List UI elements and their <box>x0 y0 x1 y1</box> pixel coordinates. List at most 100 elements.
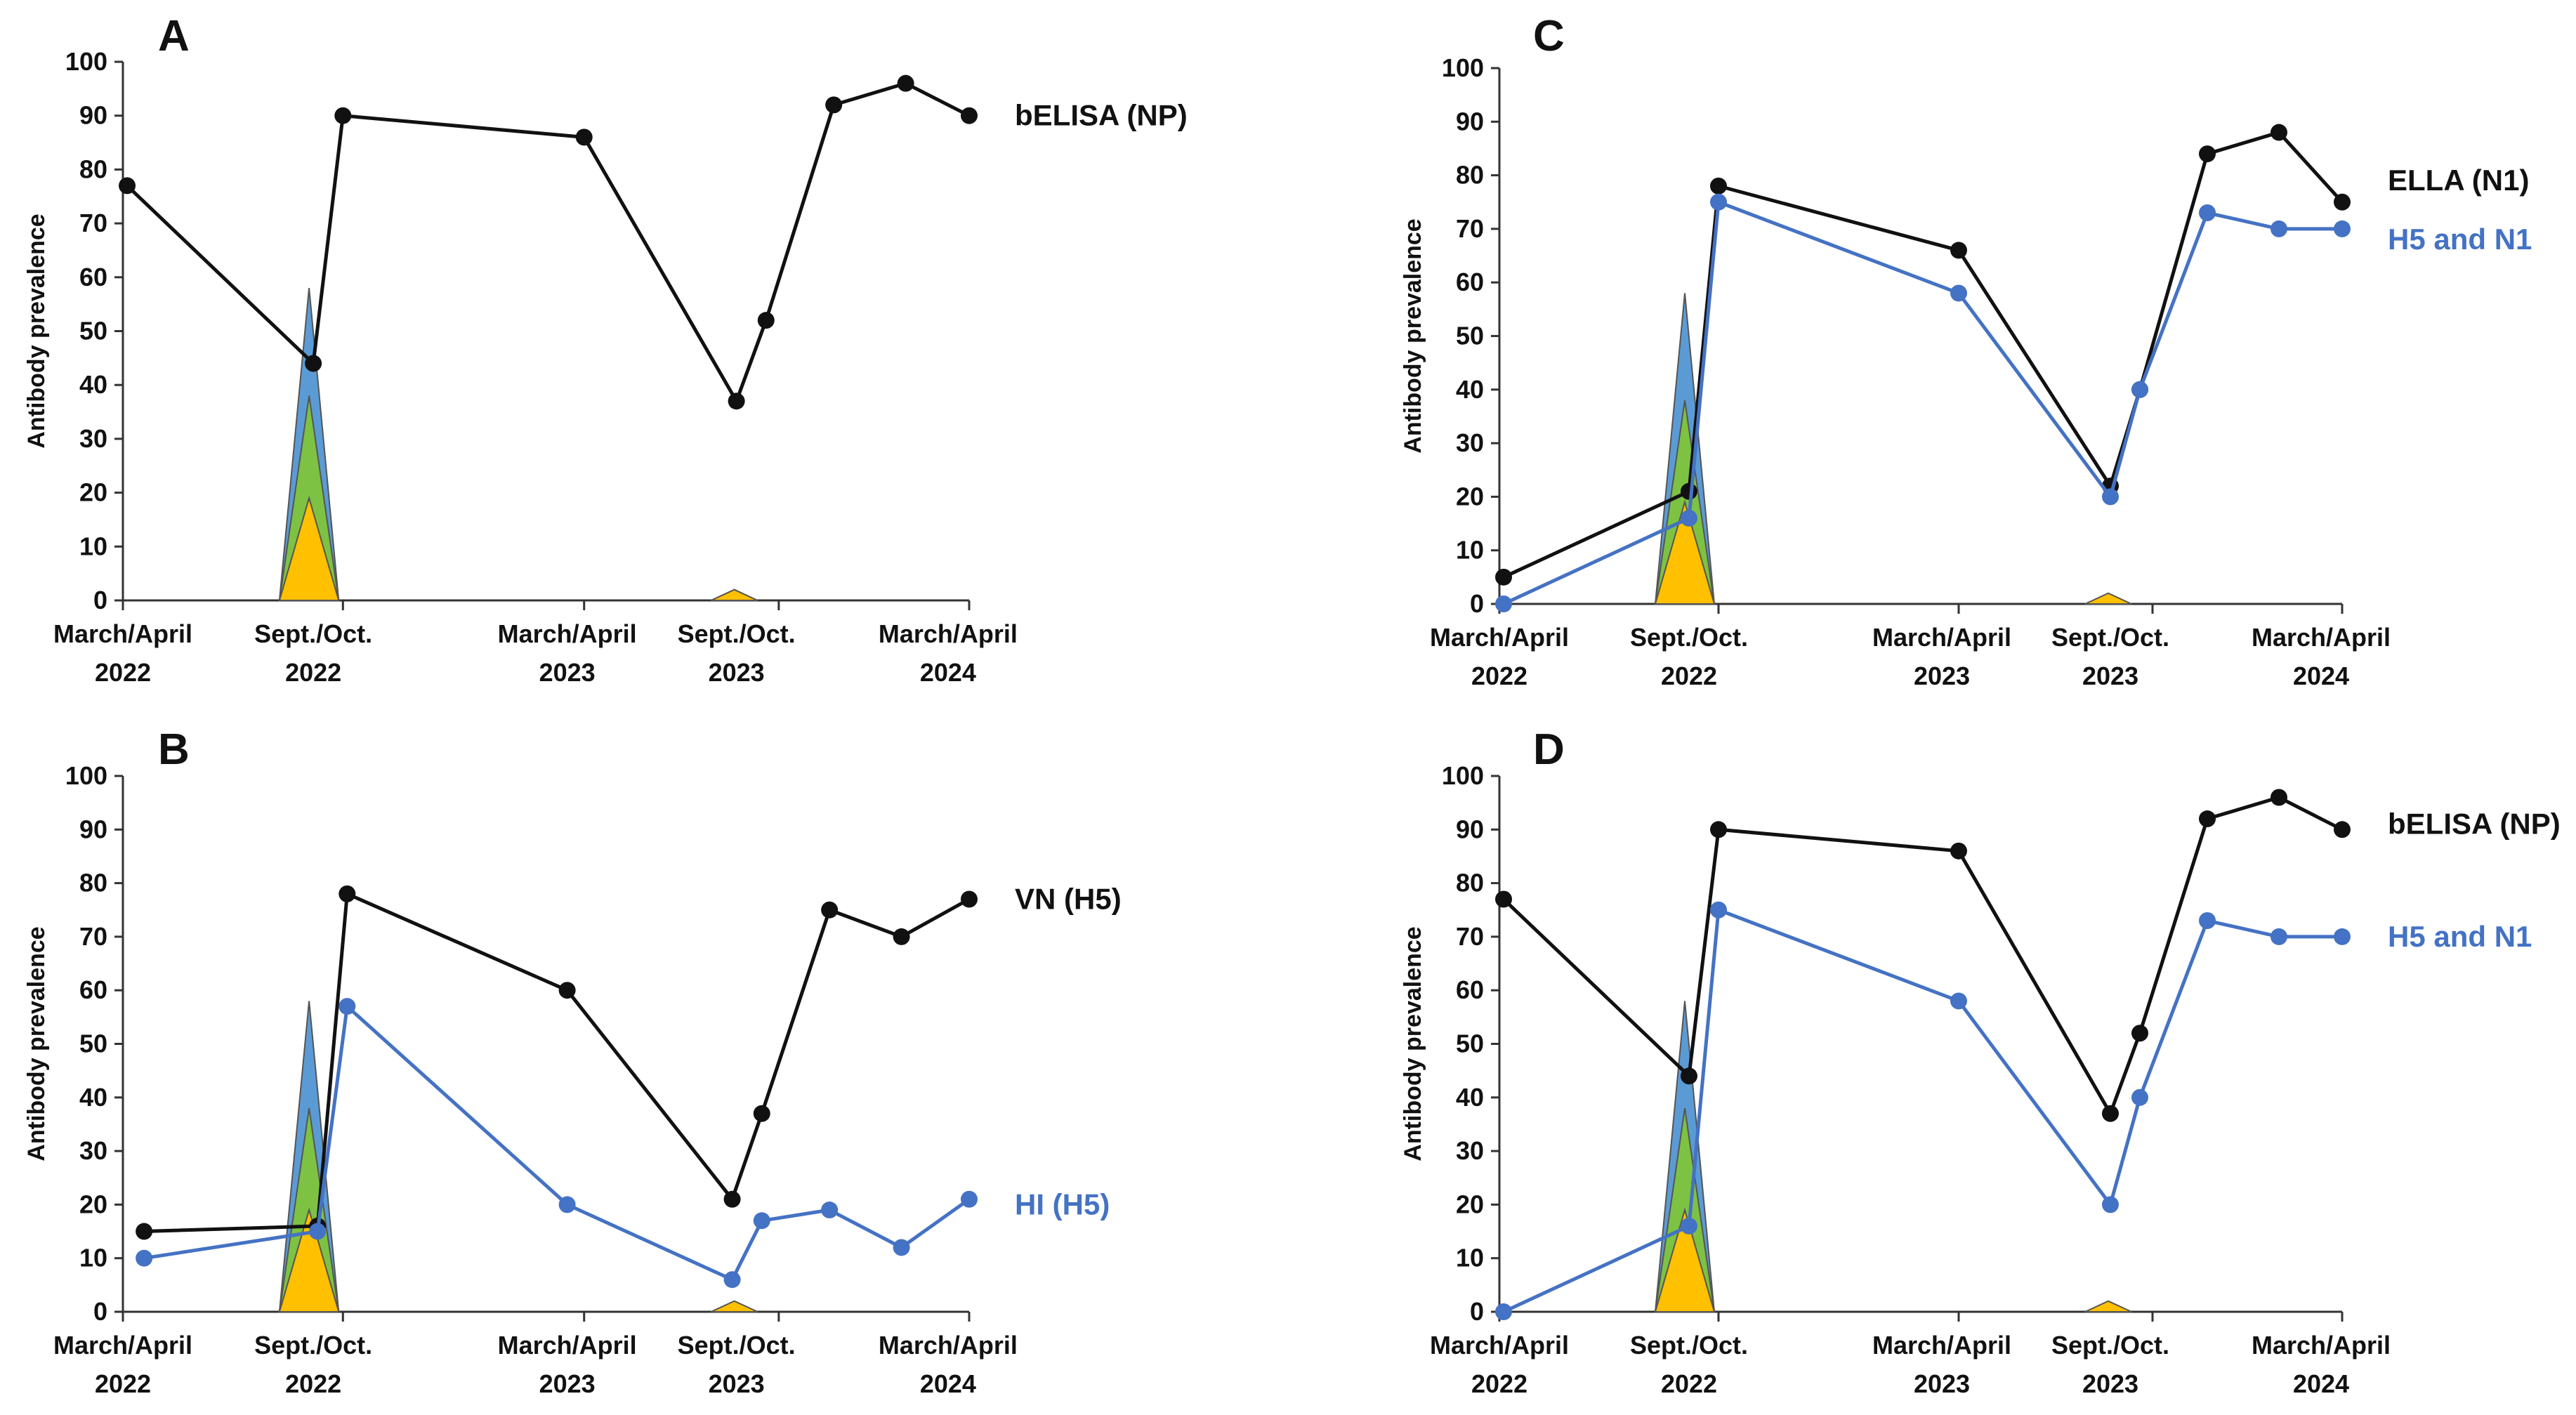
x-tick-label: 2023 <box>2082 1369 2138 1398</box>
x-tick-label: 2024 <box>2293 662 2349 690</box>
x-tick-label: Sept./Oct. <box>2051 1331 2169 1360</box>
x-tick-label: Sept./Oct. <box>1630 623 1748 652</box>
data-point <box>1495 1303 1512 1320</box>
x-tick-label: 2022 <box>1471 662 1527 690</box>
data-point <box>1681 482 1697 500</box>
data-point <box>309 1223 327 1240</box>
y-tick-label: 40 <box>1456 375 1484 404</box>
data-point <box>897 74 914 92</box>
data-point <box>558 982 576 999</box>
x-tick-label: 2024 <box>2293 1369 2349 1398</box>
y-tick-label: 60 <box>79 263 107 291</box>
x-tick-label: 2023 <box>539 1369 596 1398</box>
outbreak-peak <box>711 588 758 601</box>
data-point <box>2334 821 2351 838</box>
data-point <box>2271 928 2287 945</box>
series-line <box>144 892 971 1234</box>
data-point <box>961 1190 978 1208</box>
series-label: H5 and N1 <box>2388 920 2532 953</box>
x-tick-label: 2024 <box>920 1369 976 1398</box>
x-tick-label: 2022 <box>1661 1369 1717 1398</box>
y-tick-label: 10 <box>79 532 107 560</box>
y-tick-label: 70 <box>1456 922 1484 951</box>
data-point <box>119 177 136 195</box>
y-tick-label: 100 <box>1442 53 1484 82</box>
data-point <box>2199 810 2216 828</box>
data-point <box>2199 145 2216 163</box>
data-point <box>2271 124 2287 141</box>
x-tick-label: March/April <box>2252 1331 2391 1360</box>
x-tick-label: 2023 <box>1914 1369 1970 1398</box>
y-tick-label: 90 <box>79 815 107 843</box>
outbreak-peak <box>1654 499 1716 605</box>
y-tick-label: 20 <box>79 478 107 507</box>
panel-label: C <box>1533 12 1565 60</box>
panel-a: A Antibody prevalence 0 10 20 30 40 50 60 70 80 90 1… <box>23 12 1188 687</box>
y-tick-label: 50 <box>1456 1029 1484 1058</box>
x-tick-label: 2023 <box>2082 662 2138 690</box>
panel-label: B <box>158 725 190 774</box>
data-point <box>334 107 352 124</box>
y-tick-label: 50 <box>79 317 107 345</box>
data-point <box>728 393 745 410</box>
x-tick-label: March/April <box>53 619 192 648</box>
y-tick-label: 0 <box>93 1297 107 1326</box>
y-axis-label: Antibody prevalence <box>1400 218 1426 453</box>
data-point <box>2131 1025 2148 1042</box>
data-point <box>1710 193 1727 211</box>
y-tick-label: 100 <box>65 47 107 76</box>
series-line <box>143 1004 971 1282</box>
outbreak-peak <box>2084 592 2132 605</box>
data-point <box>893 928 910 945</box>
y-tick-label: 0 <box>1470 589 1484 618</box>
data-point <box>961 890 978 908</box>
x-tick-label: 2022 <box>95 658 151 687</box>
data-point <box>825 96 843 114</box>
series-line <box>1502 796 2344 1116</box>
y-tick-label: 30 <box>79 424 107 453</box>
x-tick-label: March/April <box>1430 623 1569 652</box>
x-tick-label: March/April <box>879 1331 1018 1360</box>
panel-label: A <box>158 12 190 60</box>
series-label: ELLA (N1) <box>2388 164 2529 197</box>
outbreak-peak <box>278 495 340 601</box>
data-point <box>821 1202 839 1219</box>
y-tick-label: 100 <box>65 761 107 790</box>
x-tick-label: 2023 <box>539 658 596 687</box>
panel-b: B Antibody prevalence 0 10 20 30 40 50 60 70 80 90 1… <box>23 725 1122 1398</box>
x-tick-label: 2022 <box>285 1369 341 1398</box>
data-point <box>2102 488 2119 506</box>
data-point <box>2334 928 2351 945</box>
y-tick-label: 60 <box>1456 268 1484 296</box>
y-axis-label: Antibody prevalence <box>1400 926 1426 1161</box>
data-point <box>1950 992 1967 1010</box>
x-tick-label: 2022 <box>95 1369 151 1398</box>
data-point <box>2102 1105 2119 1122</box>
y-tick-label: 70 <box>1456 214 1484 243</box>
data-point <box>1495 890 1512 908</box>
data-point <box>136 1223 153 1240</box>
data-point <box>2271 220 2287 237</box>
data-point <box>893 1239 910 1256</box>
y-tick-label: 20 <box>1456 1190 1484 1218</box>
x-tick-label: March/April <box>498 1331 637 1360</box>
data-point <box>339 885 356 902</box>
y-tick-label: 90 <box>79 101 107 130</box>
y-tick-label: 40 <box>79 370 107 399</box>
y-tick-label: 50 <box>1456 322 1484 350</box>
outbreak-peak <box>2084 1300 2132 1312</box>
series-line <box>1502 131 2344 579</box>
x-tick-label: March/April <box>1430 1331 1569 1360</box>
outbreak-peak <box>278 1207 340 1312</box>
y-tick-label: 70 <box>79 922 107 951</box>
data-point <box>2102 1196 2119 1213</box>
x-tick-label: March/April <box>2252 623 2391 652</box>
y-tick-label: 60 <box>79 975 107 1004</box>
panel-d: D Antibody prevalence 0 10 20 30 40 50 60 70 80 90 1… <box>1400 725 2561 1398</box>
x-tick-label: Sept./Oct. <box>678 1331 796 1360</box>
data-point <box>558 1196 576 1213</box>
data-point <box>1495 568 1512 586</box>
x-tick-label: 2023 <box>1914 662 1970 690</box>
data-point <box>1495 595 1512 612</box>
series-line <box>126 81 971 403</box>
